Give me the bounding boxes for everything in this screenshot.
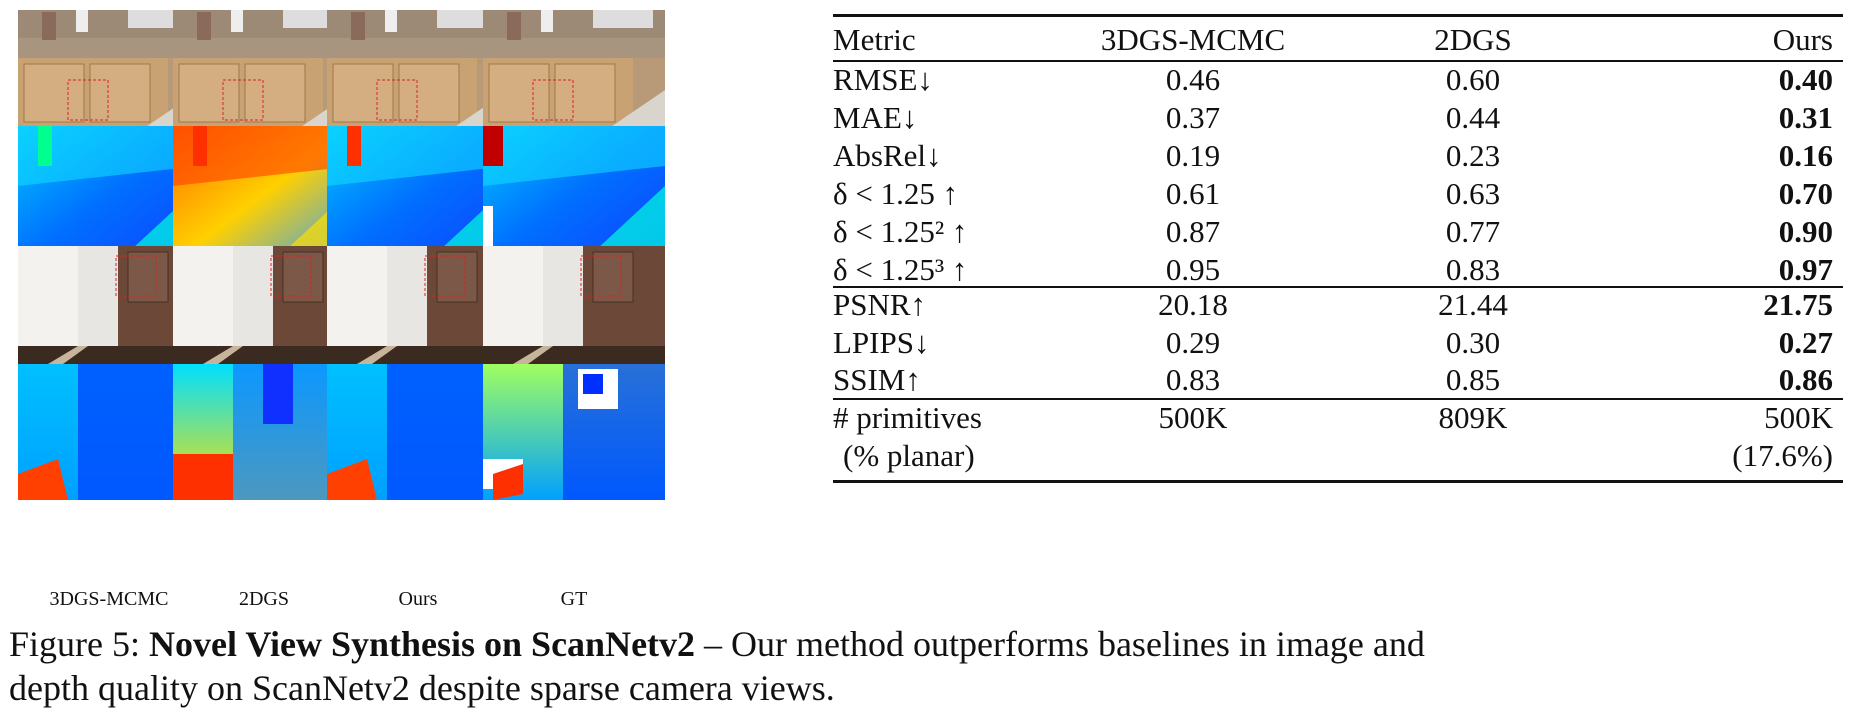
image-door-rgb-0: [18, 246, 200, 382]
image-kitchen-depth-2: [327, 126, 509, 262]
cell-ours: 0.90: [1778, 214, 1833, 249]
cell-3dgs-mcmc: 0.83: [1165, 362, 1221, 397]
table-row: PSNR↑ 20.18 21.44 21.75: [833, 283, 1843, 327]
image-kitchen-rgb-0: [18, 10, 200, 146]
cell-metric: δ < 1.25³ ↑: [833, 252, 968, 287]
figure-image-grid: 3DGS-MCMC 2DGS Ours GT: [18, 10, 758, 610]
table-row: AbsRel↓ 0.19 0.23 0.16: [833, 134, 1843, 178]
table-mid-rule: [833, 286, 1843, 288]
cell-2dgs: 21.44: [1438, 287, 1508, 322]
cell-metric: SSIM↑: [833, 362, 921, 397]
figure-caption: Figure 5: Novel View Synthesis on ScanNe…: [9, 622, 1854, 710]
cell-metric: MAE↓: [833, 100, 918, 135]
table-row: LPIPS↓ 0.29 0.30 0.27: [833, 321, 1843, 365]
cell-2dgs: 0.83: [1445, 252, 1501, 287]
cell-2dgs: 0.63: [1445, 176, 1501, 211]
cell-2dgs: 0.85: [1445, 362, 1501, 397]
cell-3dgs-mcmc: 0.46: [1165, 62, 1221, 97]
column-label: GT: [560, 588, 588, 610]
table-row-planar: (% planar) (17.6%): [833, 434, 1843, 478]
caption-body: – Our method outperforms baselines in im…: [695, 624, 1425, 664]
cell-2dgs: 0.30: [1445, 324, 1501, 360]
column-label: Ours: [398, 588, 438, 610]
header-3dgs-mcmc: 3DGS-MCMC: [1100, 22, 1286, 57]
image-door-depth-1: [173, 364, 355, 500]
cell-metric: AbsRel↓: [833, 138, 942, 173]
cell-ours: 0.97: [1778, 252, 1833, 287]
caption-line2: depth quality on ScanNetv2 despite spars…: [9, 668, 835, 708]
cell-ours: 0.16: [1778, 138, 1833, 173]
cell-ours: 0.40: [1778, 62, 1833, 97]
table-row: SSIM↑ 0.83 0.85 0.86: [833, 358, 1843, 402]
cell-metric: PSNR↑: [833, 287, 927, 322]
cell-2dgs: 809K: [1438, 400, 1508, 435]
cell-ours-sub: (17.6%): [1732, 438, 1833, 473]
table-row: δ < 1.25² ↑ 0.87 0.77 0.90: [833, 210, 1843, 254]
table-row: RMSE↓ 0.46 0.60 0.40: [833, 58, 1843, 102]
cell-ours: 0.31: [1778, 100, 1833, 135]
cell-3dgs-mcmc: 500K: [1158, 400, 1228, 435]
column-label: 2DGS: [238, 588, 289, 610]
table-row: δ < 1.25³ ↑ 0.95 0.83 0.97: [833, 248, 1843, 292]
cell-2dgs: 0.44: [1445, 100, 1501, 135]
table-header-rule: [833, 60, 1843, 62]
table-bottom-rule: [833, 480, 1843, 483]
cell-3dgs-mcmc: 0.19: [1165, 138, 1221, 173]
image-door-depth-0: [18, 364, 200, 500]
cell-3dgs-mcmc: 0.95: [1165, 252, 1221, 287]
cell-3dgs-mcmc: 0.37: [1165, 100, 1221, 135]
cell-3dgs-mcmc: 20.18: [1158, 287, 1228, 322]
cell-2dgs: 0.77: [1445, 214, 1501, 249]
cell-3dgs-mcmc: 0.61: [1165, 176, 1221, 211]
cell-ours: 0.27: [1778, 324, 1833, 360]
table-row: δ < 1.25 ↑ 0.61 0.63 0.70: [833, 172, 1843, 216]
cell-metric: δ < 1.25² ↑: [833, 214, 968, 249]
image-door-rgb-3: [483, 246, 665, 382]
column-label: 3DGS-MCMC: [49, 588, 169, 610]
image-door-rgb-2: [327, 246, 509, 382]
cell-ours: 500K: [1764, 400, 1833, 435]
table-top-rule: [833, 14, 1843, 17]
cell-3dgs-mcmc: 0.29: [1165, 324, 1221, 360]
image-kitchen-depth-0: [18, 126, 200, 262]
image-kitchen-depth-3: [483, 126, 665, 262]
table-row: MAE↓ 0.37 0.44 0.31: [833, 96, 1843, 140]
cell-metric: δ < 1.25 ↑: [833, 176, 959, 211]
cell-2dgs: 0.23: [1445, 138, 1501, 173]
header-metric: Metric: [833, 22, 916, 57]
cell-ours: 0.70: [1778, 176, 1833, 211]
table-header-row: Metric 3DGS-MCMC 2DGS Ours: [833, 18, 1843, 62]
cell-metric: # primitives: [833, 400, 982, 435]
table-mid-rule-2: [833, 398, 1843, 400]
image-door-depth-3: [483, 364, 665, 500]
cell-2dgs: 0.60: [1445, 62, 1501, 97]
cell-ours: 0.86: [1778, 362, 1833, 397]
image-door-depth-2: [327, 364, 509, 500]
header-2dgs: 2DGS: [1434, 22, 1512, 57]
table-row-primitives: # primitives 500K 809K 500K: [833, 396, 1843, 440]
cell-ours: 21.75: [1763, 287, 1833, 322]
caption-prefix: Figure 5:: [9, 624, 149, 664]
image-kitchen-depth-1: [173, 126, 355, 262]
cell-metric-sub: (% planar): [843, 438, 975, 473]
cell-metric: RMSE↓: [833, 62, 933, 97]
header-ours: Ours: [1772, 22, 1833, 57]
caption-title: Novel View Synthesis on ScanNetv2: [149, 624, 696, 664]
image-kitchen-rgb-3: [483, 10, 665, 146]
cell-metric: LPIPS↓: [833, 324, 930, 360]
cell-3dgs-mcmc: 0.87: [1165, 214, 1221, 249]
